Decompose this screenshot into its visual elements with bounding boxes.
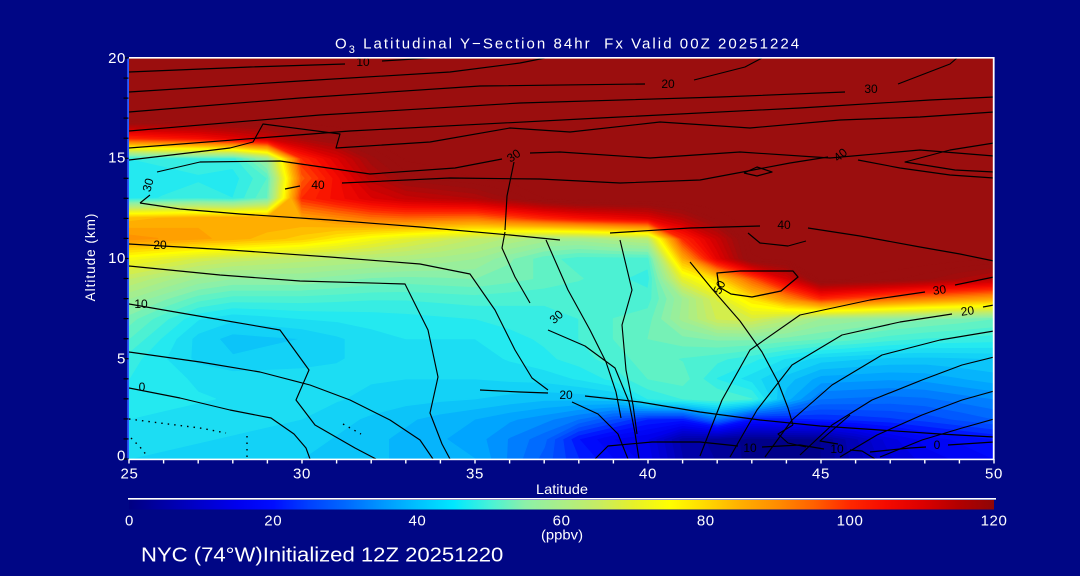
svg-text:40: 40 [408,513,426,530]
svg-text:30: 30 [864,82,878,96]
svg-text:30: 30 [932,282,947,298]
svg-text:(ppbv): (ppbv) [541,528,583,543]
svg-text:15: 15 [108,150,126,167]
svg-text:10: 10 [743,441,757,455]
svg-text:O3 Latitudinal Y−Section 84hr: O3 Latitudinal Y−Section 84hr Fx Valid 0… [335,36,801,57]
svg-text:40: 40 [777,218,791,232]
svg-text:10: 10 [134,297,148,311]
svg-text:Altitude (km): Altitude (km) [83,213,98,302]
svg-text:10: 10 [830,442,844,456]
svg-text:35: 35 [466,466,484,483]
svg-text:NYC (74°W)Initialized 12Z 2025: NYC (74°W)Initialized 12Z 20251220 [141,543,503,566]
svg-text:50: 50 [985,466,1003,483]
svg-text:30: 30 [293,466,311,483]
svg-text:20: 20 [559,388,573,402]
svg-text:20: 20 [960,303,975,319]
svg-text:40: 40 [311,178,325,192]
svg-text:120: 120 [981,513,1008,530]
svg-text:0: 0 [117,448,126,465]
svg-text:20: 20 [153,238,167,252]
svg-text:60: 60 [553,513,571,530]
svg-text:80: 80 [697,513,715,530]
svg-text:0: 0 [934,438,941,452]
svg-text:10: 10 [108,250,126,267]
svg-text:20: 20 [661,77,675,91]
svg-text:0: 0 [125,513,134,530]
svg-text:100: 100 [837,513,864,530]
svg-text:25: 25 [121,466,139,483]
svg-text:0: 0 [139,380,146,394]
svg-text:20: 20 [264,513,282,530]
svg-text:30: 30 [140,176,157,193]
svg-text:45: 45 [812,466,830,483]
svg-text:50: 50 [710,278,728,296]
svg-text:40: 40 [639,466,657,483]
svg-text:Latitude: Latitude [536,481,588,497]
svg-text:20: 20 [108,50,126,67]
svg-text:5: 5 [117,350,126,367]
svg-text:10: 10 [356,55,370,69]
